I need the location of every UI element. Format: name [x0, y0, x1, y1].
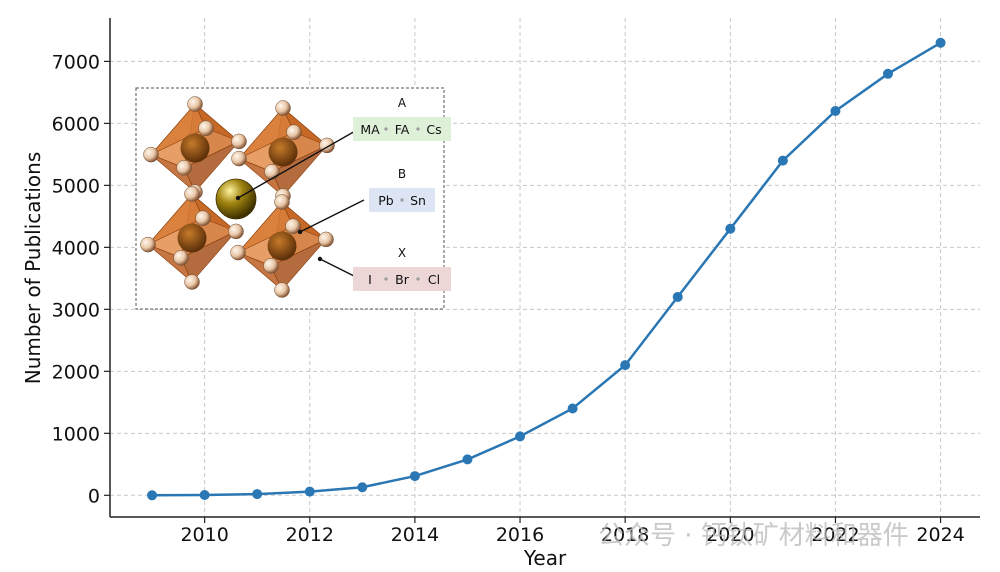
x-axis-title: Year — [523, 546, 567, 570]
data-point-2017 — [567, 403, 578, 414]
crystal-structure-illustration — [140, 96, 335, 298]
x-site-atom — [286, 124, 302, 140]
data-point-2023 — [883, 68, 894, 79]
x-site-atom — [263, 258, 279, 274]
x-site-atom — [228, 223, 244, 240]
data-point-2013 — [357, 482, 368, 493]
leader-dot — [235, 195, 241, 201]
chip-separator — [400, 198, 404, 202]
b-site-atom — [177, 223, 207, 253]
axes — [104, 18, 980, 523]
y-tick-label: 0 — [88, 485, 100, 507]
chip-item: FA — [395, 122, 410, 137]
x-site-atom — [231, 150, 247, 167]
y-tick-label: 1000 — [52, 423, 100, 445]
x-site-atom — [173, 250, 189, 266]
publications-series-line — [152, 41, 942, 497]
data-point-2022 — [830, 105, 841, 116]
data-points — [147, 37, 946, 501]
x-tick-label: 2014 — [391, 524, 439, 546]
b-site-atom — [268, 137, 298, 167]
x-tick-label: 2018 — [601, 524, 649, 546]
x-tick-labels: 2010 2012 2014 2016 2018 2020 2022 2024 — [180, 524, 964, 546]
x-tick-label: 2024 — [916, 524, 964, 546]
x-site-atom — [184, 186, 200, 202]
x-site-atom — [187, 96, 203, 112]
x-tick-label: 2020 — [706, 524, 754, 546]
watermark-text: 公众号 · 钙钛矿材料和器件 — [598, 521, 909, 551]
y-tick-label: 3000 — [52, 299, 100, 321]
x-site-atom — [318, 231, 334, 248]
chip-item: Pb — [378, 193, 394, 208]
data-point-2019 — [672, 291, 683, 302]
a-site-atom — [215, 178, 257, 220]
site-chip-a — [353, 117, 451, 141]
y-tick-label: 6000 — [52, 113, 100, 135]
site-callouts: A MA FA Cs B Pb Sn X I Br Cl — [235, 96, 451, 291]
x-site-atom — [274, 194, 290, 210]
y-tick-labels: 0 1000 2000 3000 4000 5000 6000 7000 — [52, 51, 100, 507]
x-tick-label: 2022 — [811, 524, 859, 546]
perovskite-structure-inset: A MA FA Cs B Pb Sn X I Br Cl — [135, 87, 451, 310]
leader-line — [237, 125, 365, 199]
data-point-2015 — [462, 454, 473, 465]
data-point-2010 — [199, 489, 210, 500]
chip-item: MA — [360, 122, 380, 137]
site-label-a: A — [398, 96, 407, 110]
b-site-atom — [267, 231, 297, 261]
x-site-atom — [184, 274, 200, 290]
x-site-atom — [275, 100, 291, 116]
x-tick-label: 2012 — [286, 524, 334, 546]
data-point-2024 — [935, 37, 946, 48]
x-site-atom — [285, 218, 301, 234]
data-point-2020 — [725, 223, 736, 234]
site-chip-x — [353, 267, 451, 291]
y-tick-label: 5000 — [52, 175, 100, 197]
site-label-b: B — [398, 167, 406, 181]
chip-separator — [416, 277, 420, 281]
x-site-atom — [274, 282, 290, 298]
data-point-2021 — [777, 155, 788, 166]
y-tick-label: 2000 — [52, 361, 100, 383]
chip-item: Br — [395, 272, 410, 287]
site-label-x: X — [398, 246, 406, 260]
data-point-2016 — [515, 431, 526, 442]
x-tick-label: 2010 — [180, 524, 228, 546]
x-site-atom — [176, 160, 192, 176]
x-site-atom — [231, 133, 247, 150]
chip-separator — [384, 127, 388, 131]
data-point-2014 — [409, 471, 420, 482]
chip-separator — [384, 277, 388, 281]
y-axis-title: Number of Publications — [21, 152, 45, 385]
x-site-atom — [143, 146, 159, 163]
y-tick-label: 7000 — [52, 51, 100, 73]
b-site-atom — [180, 133, 210, 163]
chip-item: Cs — [426, 122, 441, 137]
chip-item: I — [368, 272, 372, 287]
leader-line — [299, 199, 365, 233]
data-point-2011 — [252, 489, 263, 500]
y-tick-label: 4000 — [52, 237, 100, 259]
data-point-2018 — [620, 360, 631, 371]
x-tick-label: 2016 — [496, 524, 544, 546]
chip-item: Sn — [410, 193, 426, 208]
x-site-atom — [230, 244, 246, 261]
data-point-2012 — [304, 486, 315, 497]
leader-dot — [317, 256, 323, 262]
x-site-atom — [198, 120, 214, 136]
data-point-2009 — [147, 490, 158, 501]
bx6-octahedron — [230, 194, 334, 298]
x-site-atom — [195, 210, 211, 226]
x-site-atom — [264, 164, 280, 180]
x-site-atom — [140, 236, 156, 253]
leader-dot — [297, 229, 303, 235]
chip-separator — [416, 127, 420, 131]
chip-item: Cl — [428, 272, 440, 287]
bx6-octahedron — [140, 186, 244, 290]
